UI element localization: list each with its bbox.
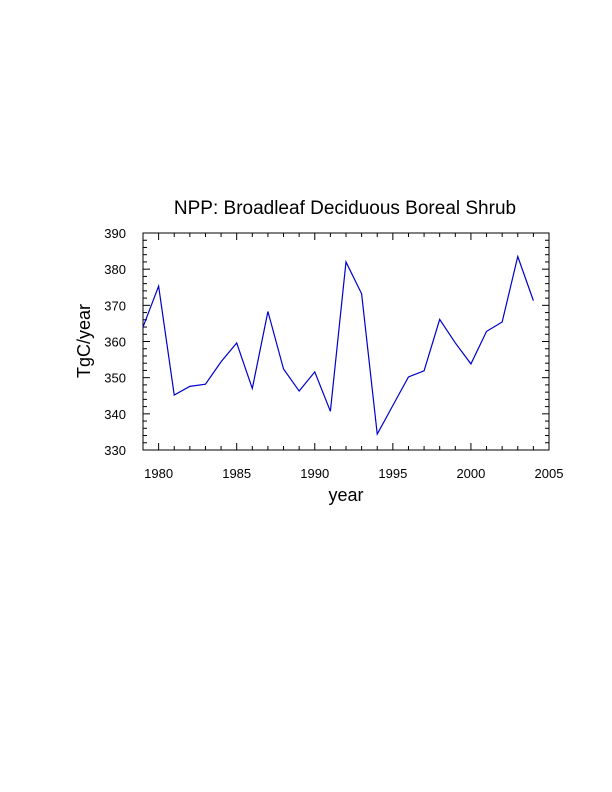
x-tick-label: 2005 [535,466,564,481]
x-tick-label: 1995 [378,466,407,481]
y-axis-title: TgC/year [74,304,94,378]
x-tick-label: 1980 [144,466,173,481]
data-points [143,256,533,434]
y-tick-label: 380 [104,262,126,277]
x-axis-title: year [328,485,363,505]
y-tick-label: 330 [104,443,126,458]
y-tick-label: 360 [104,335,126,350]
y-tick-label: 350 [104,371,126,386]
tick-labels: 1980 1985 1990 1995 2000 2005 330 340 350 360 370 3… [104,226,563,481]
x-tick-label: 1985 [222,466,251,481]
axis-ticks [142,232,550,451]
chart-title: NPP: Broadleaf Deciduous Boreal Shrub [174,198,516,219]
y-tick-label: 340 [104,407,126,422]
x-tick-label: 2000 [456,466,485,481]
y-tick-label: 370 [104,298,126,313]
y-tick-label: 390 [104,226,126,241]
series-line [142,254,534,437]
x-tick-label: 1990 [300,466,329,481]
